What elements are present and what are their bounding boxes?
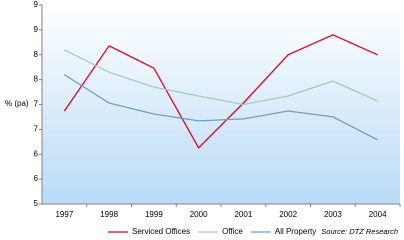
y-tick-label: 7 [34,100,39,109]
y-tick-label: 8 [34,50,39,59]
y-axis-label: % (pa) [5,99,29,108]
y-tick-label: 6 [34,149,39,158]
x-tick-label: 2001 [234,210,252,219]
y-tick-label: 9 [34,25,39,34]
y-tick-label: 5 [34,199,39,208]
plot-background [42,5,400,204]
x-tick-label: 2000 [190,210,208,219]
series-line [64,74,378,141]
x-tick-label: 2003 [324,210,342,219]
y-tick-label: 9 [34,0,39,9]
legend-label: All Property [275,227,316,236]
y-tick-label: 7 [34,124,39,133]
x-tick-label: 2002 [279,210,297,219]
x-tick-label: 1997 [55,210,73,219]
source-note: Source: DTZ Research [321,227,398,236]
x-tick-label: 1999 [145,210,163,219]
y-tick-label: 8 [34,75,39,84]
legend-label: Office [222,227,243,236]
legend-label: Serviced Offices [132,227,190,236]
series-line [63,34,378,149]
series-line [64,49,378,106]
x-tick-label: 1998 [100,210,118,219]
y-tick-label: 6 [34,174,39,183]
x-tick-label: 2004 [369,210,387,219]
